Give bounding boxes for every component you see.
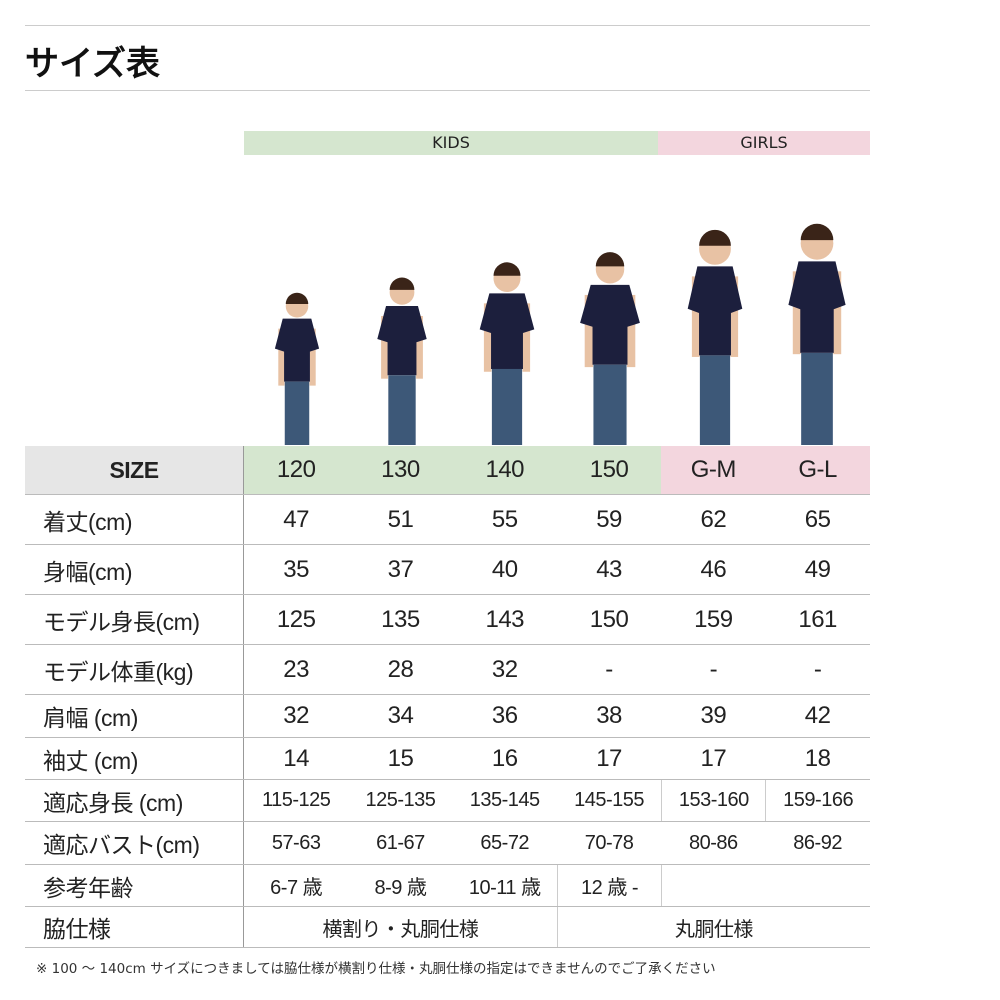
row-label: SIZE <box>25 446 244 494</box>
table-cell: 17 <box>700 744 727 772</box>
table-cell: 23 <box>283 655 309 683</box>
title-rule <box>25 90 870 91</box>
table-cell: 37 <box>387 555 414 583</box>
table-cell: 159 <box>694 605 733 633</box>
table-cell: 32 <box>283 702 309 729</box>
table-cell: 125 <box>276 605 316 633</box>
row-label: 適応身長 (cm) <box>25 780 244 821</box>
footnote: ※ 100 ～ 140cm サイズにつきましては脇仕様が横割り仕様・丸胴仕様の指… <box>36 961 716 977</box>
model-gl-photo <box>788 223 846 445</box>
row-label: 適応バスト(cm) <box>25 822 244 864</box>
table-cell: 32 <box>491 655 518 683</box>
table-row: 身幅(cm) 35 37 40 43 46 49 <box>25 545 870 595</box>
table-cell: 159-166 <box>765 780 869 821</box>
table-cell: 135 <box>381 605 420 633</box>
table-cell: 36 <box>491 702 518 729</box>
row-label: 着丈(cm) <box>25 495 244 544</box>
table-row: 参考年齢 6-7 歳 8-9 歳 10-11 歳 12 歳 - <box>25 865 870 907</box>
table-cell: 70-78 <box>584 831 634 854</box>
table-cell: 38 <box>596 702 622 729</box>
model-150-photo <box>580 252 640 445</box>
row-label: モデル体重(kg) <box>25 645 244 694</box>
row-label: 肩幅 (cm) <box>25 695 244 737</box>
table-cell: 35 <box>283 555 309 583</box>
row-label: 参考年齢 <box>25 865 244 906</box>
table-row: モデル身長(cm) 125 135 143 150 159 161 <box>25 595 870 645</box>
table-cell: 153-160 <box>661 780 765 821</box>
table-cell: 51 <box>387 505 414 533</box>
table-row: 着丈(cm) 47 51 55 59 62 65 <box>25 495 870 545</box>
table-row: SIZE 120 130 140 150 G-M G-L <box>25 446 870 495</box>
table-cell: 143 <box>485 605 525 633</box>
table-cell: 43 <box>596 555 622 583</box>
model-130-photo <box>377 277 427 445</box>
row-label: モデル身長(cm) <box>25 595 244 644</box>
table-cell: 161 <box>798 605 837 633</box>
table-cell: 39 <box>700 702 727 729</box>
table-cell: 18 <box>804 744 831 772</box>
model-120-photo <box>274 292 320 445</box>
table-cell: - <box>709 655 718 683</box>
table-cell: 横割り・丸胴仕様 <box>322 918 479 941</box>
table-cell: 57-63 <box>271 831 321 854</box>
table-cell: 65-72 <box>480 831 530 854</box>
table-cell: 120 <box>244 446 349 494</box>
table-row: 適応身長 (cm) 115-125 125-135 135-145 145-155 153… <box>25 780 870 822</box>
table-cell: G-L <box>765 446 870 494</box>
table-cell: 16 <box>491 744 518 772</box>
table-row: 脇仕様 横割り・丸胴仕様 丸胴仕様 <box>25 907 870 948</box>
table-cell: 115-125 <box>261 789 331 811</box>
table-cell: 17 <box>596 744 622 772</box>
girls-group-band: GIRLS <box>658 131 870 155</box>
table-cell: - <box>813 655 822 683</box>
row-label: 身幅(cm) <box>25 545 244 594</box>
table-cell: 10-11 歳 <box>468 877 541 899</box>
table-cell: 6-7 歳 <box>270 877 323 899</box>
table-cell: G-M <box>661 446 766 494</box>
model-140-photo <box>479 262 535 445</box>
top-rule <box>25 25 870 26</box>
table-cell <box>661 865 870 906</box>
page-title: サイズ表 <box>25 44 160 84</box>
row-label: 袖丈 (cm) <box>25 738 244 779</box>
table-row: モデル体重(kg) 23 28 32 - - - <box>25 645 870 695</box>
table-cell: 34 <box>387 702 414 729</box>
table-cell: 130 <box>348 446 453 494</box>
table-cell: 47 <box>283 505 309 533</box>
table-row: 適応バスト(cm) 57-63 61-67 65-72 70-78 80-86 86-92 <box>25 822 870 865</box>
table-cell: 86-92 <box>793 831 842 854</box>
table-cell: 55 <box>491 505 518 533</box>
row-label: 脇仕様 <box>25 907 244 947</box>
kids-group-band: KIDS <box>244 131 658 155</box>
table-cell: 145-155 <box>574 789 644 811</box>
table-cell: 40 <box>491 555 518 583</box>
table-cell: 49 <box>804 555 831 583</box>
table-cell: 62 <box>700 505 727 533</box>
table-cell: 80-86 <box>689 831 738 854</box>
table-cell: 140 <box>452 446 557 494</box>
table-cell: 135-145 <box>469 789 540 811</box>
table-cell: 28 <box>387 655 414 683</box>
model-gm-photo <box>687 229 743 445</box>
table-cell: 14 <box>283 744 309 772</box>
table-cell: 12 歳 - <box>556 865 661 906</box>
model-photos <box>274 223 846 445</box>
size-table: SIZE 120 130 140 150 G-M G-L 着丈(cm) 47 51 55 59 62 65… <box>25 446 870 948</box>
table-cell: 丸胴仕様 <box>556 907 870 947</box>
table-cell: 15 <box>387 744 414 772</box>
table-cell: 46 <box>700 555 727 583</box>
table-cell: 65 <box>804 505 831 533</box>
table-cell: 125-135 <box>365 789 436 811</box>
table-cell: 42 <box>804 702 831 729</box>
table-cell: 59 <box>596 505 622 533</box>
table-cell: 150 <box>589 605 629 633</box>
table-cell: 8-9 歳 <box>374 877 427 899</box>
table-cell: 150 <box>556 446 662 494</box>
table-row: 袖丈 (cm) 14 15 16 17 17 18 <box>25 738 870 780</box>
table-cell: - <box>605 655 613 683</box>
table-cell: 61-67 <box>376 831 425 854</box>
table-row: 肩幅 (cm) 32 34 36 38 39 42 <box>25 695 870 738</box>
